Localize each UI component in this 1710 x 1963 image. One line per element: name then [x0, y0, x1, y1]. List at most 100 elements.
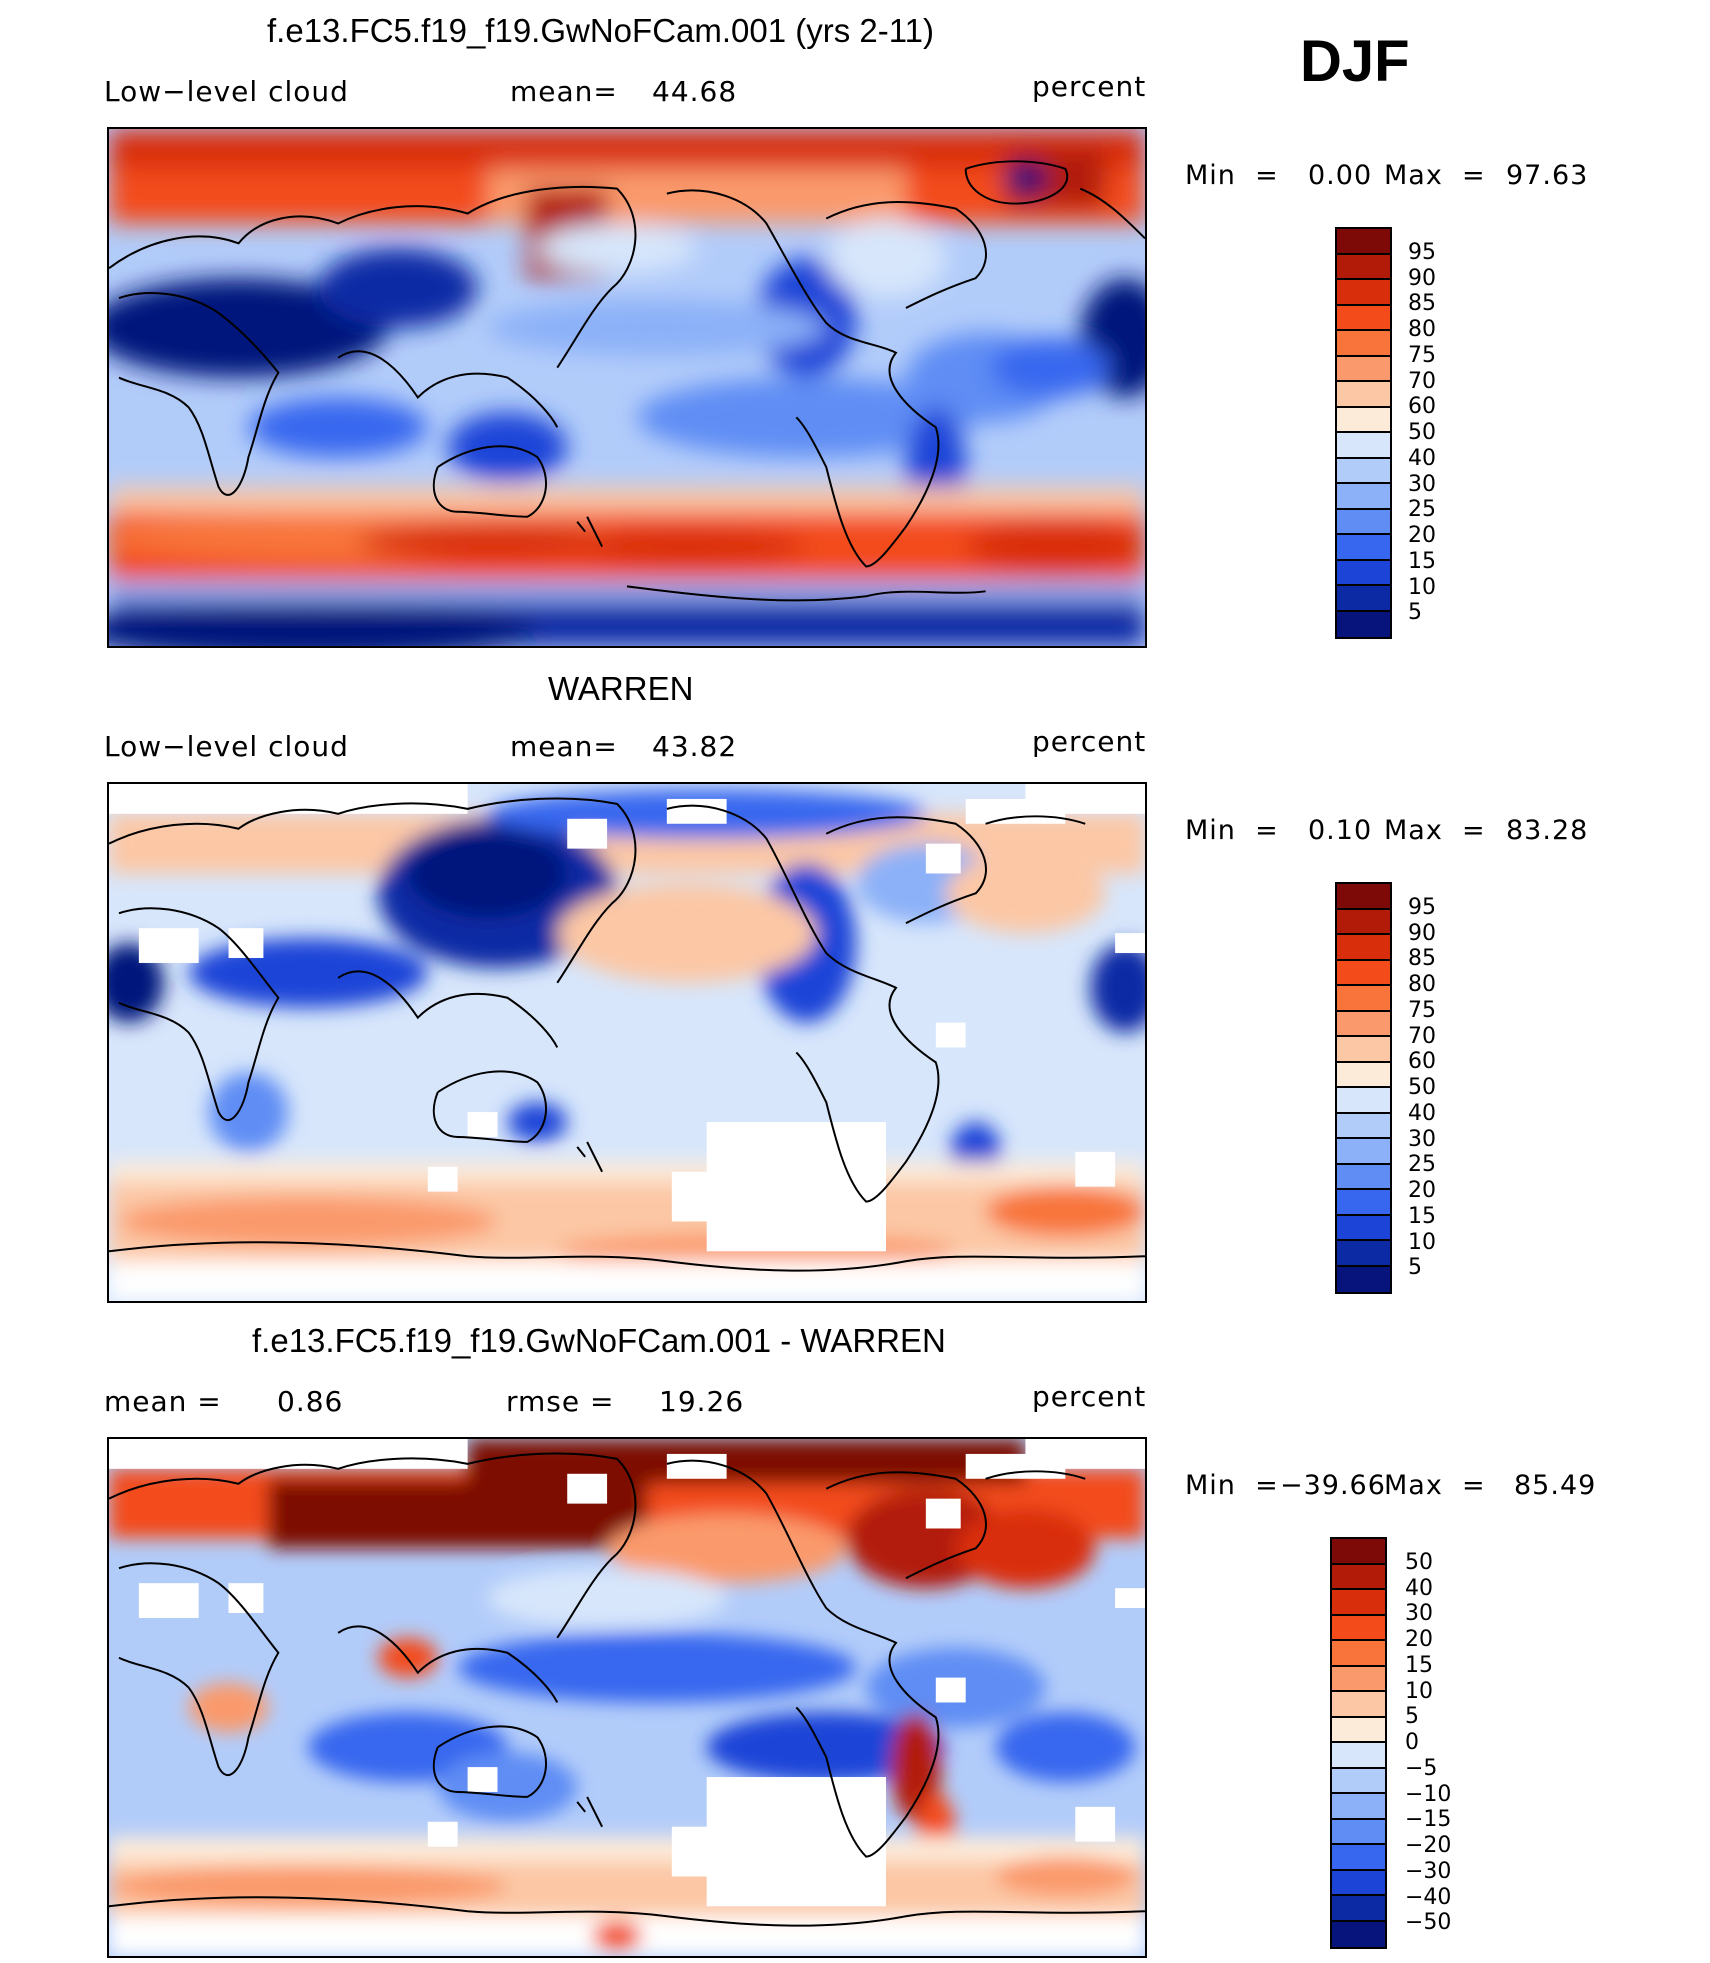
colorbar-swatch [1332, 1768, 1385, 1794]
colorbar-tick-label: 30 [1405, 1601, 1433, 1627]
panel-1-units: percent [1032, 70, 1147, 103]
colorbar-tick-label: −10 [1405, 1781, 1452, 1807]
panel-3-title: f.e13.FC5.f19_f19.GwNoFCam.001 - WARREN [252, 1322, 946, 1359]
colorbar-tick-label: 15 [1405, 1652, 1433, 1678]
panel-2-map-canvas [109, 784, 1145, 1301]
panel-2-title: WARREN [548, 670, 694, 707]
colorbar-swatch [1332, 1641, 1385, 1667]
colorbar-tick-label: 85 [1408, 291, 1436, 317]
colorbar-tick-label: −30 [1405, 1858, 1452, 1884]
panel-2-min-label: Min = [1185, 815, 1279, 846]
panel-2-coastlines [109, 797, 1145, 1272]
panel-3-colorbar [1330, 1537, 1387, 1949]
colorbar-swatch [1332, 1692, 1385, 1718]
panel-1-max-label: Max = [1384, 160, 1486, 191]
colorbar-swatch [1337, 407, 1390, 433]
colorbar-tick-label: 60 [1408, 1049, 1436, 1075]
colorbar-tick-label: 5 [1405, 1704, 1419, 1730]
colorbar-swatch [1332, 1819, 1385, 1845]
panel-3-mean-value: 0.86 [277, 1385, 344, 1418]
colorbar-tick-label: 50 [1408, 420, 1436, 445]
colorbar-swatch [1337, 586, 1390, 612]
colorbar-swatch [1337, 484, 1390, 510]
colorbar-swatch [1332, 1539, 1385, 1565]
panel-2-mean-value: 43.82 [652, 730, 738, 763]
panel-2-colorbar [1335, 882, 1392, 1294]
colorbar-swatch [1337, 1037, 1390, 1063]
colorbar-swatch [1337, 535, 1390, 561]
colorbar-swatch [1337, 433, 1390, 459]
panel-3-mean-label: mean = [104, 1385, 222, 1418]
panel-1-map-canvas [109, 129, 1145, 646]
colorbar-tick-label: −50 [1405, 1910, 1452, 1936]
colorbar-swatch [1337, 280, 1390, 306]
panel-1-mean-label: mean= [510, 75, 618, 108]
panel-3-min-label: Min = [1185, 1470, 1279, 1501]
panel-1-title: f.e13.FC5.f19_f19.GwNoFCam.001 (yrs 2-11… [267, 12, 934, 49]
colorbar-swatch [1337, 1088, 1390, 1114]
colorbar-swatch [1332, 1794, 1385, 1820]
panel-3-coastlines [109, 1452, 1145, 1927]
panel-3-map [107, 1437, 1147, 1958]
colorbar-tick-label: −40 [1405, 1884, 1452, 1910]
panel-3-rmse-label: rmse = [506, 1385, 615, 1418]
panel-1-map [107, 127, 1147, 648]
colorbar-tick-label: 70 [1408, 368, 1436, 394]
colorbar-swatch [1337, 509, 1390, 535]
colorbar-swatch [1337, 382, 1390, 408]
panel-1-min-label: Min = [1185, 160, 1279, 191]
colorbar-tick-label: 75 [1408, 997, 1436, 1023]
panel-2-max-label: Max = [1384, 815, 1486, 846]
colorbar-swatch [1332, 1845, 1385, 1871]
colorbar-tick-label: 80 [1408, 317, 1436, 342]
colorbar-tick-label: −15 [1405, 1807, 1452, 1833]
colorbar-tick-label: 10 [1405, 1678, 1433, 1704]
colorbar-swatch [1337, 1241, 1390, 1267]
colorbar-swatch [1332, 1921, 1385, 1947]
colorbar-tick-label: 60 [1408, 394, 1436, 420]
colorbar-tick-label: 20 [1405, 1627, 1433, 1652]
colorbar-tick-label: 30 [1408, 471, 1436, 497]
colorbar-swatch [1332, 1896, 1385, 1922]
panel-3-map-canvas [109, 1439, 1145, 1956]
colorbar-swatch [1332, 1564, 1385, 1590]
colorbar-swatch [1337, 1215, 1390, 1241]
panel-1-colorbar [1335, 227, 1392, 639]
colorbar-swatch [1332, 1590, 1385, 1616]
colorbar-swatch [1337, 254, 1390, 280]
colorbar-tick-label: 90 [1408, 920, 1436, 946]
panel-2-max-value: 83.28 [1506, 815, 1589, 846]
colorbar-swatch [1337, 960, 1390, 986]
colorbar-tick-label: 5 [1408, 600, 1422, 626]
colorbar-swatch [1337, 331, 1390, 357]
panel-3-max-value: 85.49 [1514, 1470, 1597, 1501]
panel-2-mean-label: mean= [510, 730, 618, 763]
colorbar-swatch [1337, 1164, 1390, 1190]
colorbar-tick-label: 20 [1408, 1178, 1436, 1203]
colorbar-tick-label: 80 [1408, 972, 1436, 997]
colorbar-swatch [1337, 229, 1390, 255]
colorbar-tick-label: −20 [1405, 1833, 1452, 1858]
colorbar-tick-label: 25 [1408, 1152, 1436, 1178]
colorbar-tick-label: 95 [1408, 239, 1436, 265]
colorbar-swatch [1332, 1666, 1385, 1692]
colorbar-tick-label: 15 [1408, 548, 1436, 574]
colorbar-tick-label: 25 [1408, 497, 1436, 523]
colorbar-swatch [1337, 356, 1390, 382]
colorbar-tick-label: 40 [1408, 445, 1436, 471]
panel-2-min-value: 0.10 [1308, 815, 1373, 846]
panel-2-units: percent [1032, 725, 1147, 758]
panel-3-units: percent [1032, 1380, 1147, 1413]
panel-1-max-value: 97.63 [1506, 160, 1589, 191]
colorbar-swatch [1337, 935, 1390, 961]
colorbar-swatch [1337, 1113, 1390, 1139]
colorbar-tick-label: 10 [1408, 1229, 1436, 1255]
panel-2-map [107, 782, 1147, 1303]
colorbar-tick-label: 20 [1408, 523, 1436, 548]
colorbar-tick-label: 90 [1408, 265, 1436, 291]
colorbar-swatch [1337, 611, 1390, 637]
panel-2-field-label: Low−level cloud [104, 730, 349, 763]
colorbar-tick-label: 15 [1408, 1203, 1436, 1229]
colorbar-tick-label: 0 [1405, 1730, 1419, 1755]
colorbar-swatch [1337, 458, 1390, 484]
